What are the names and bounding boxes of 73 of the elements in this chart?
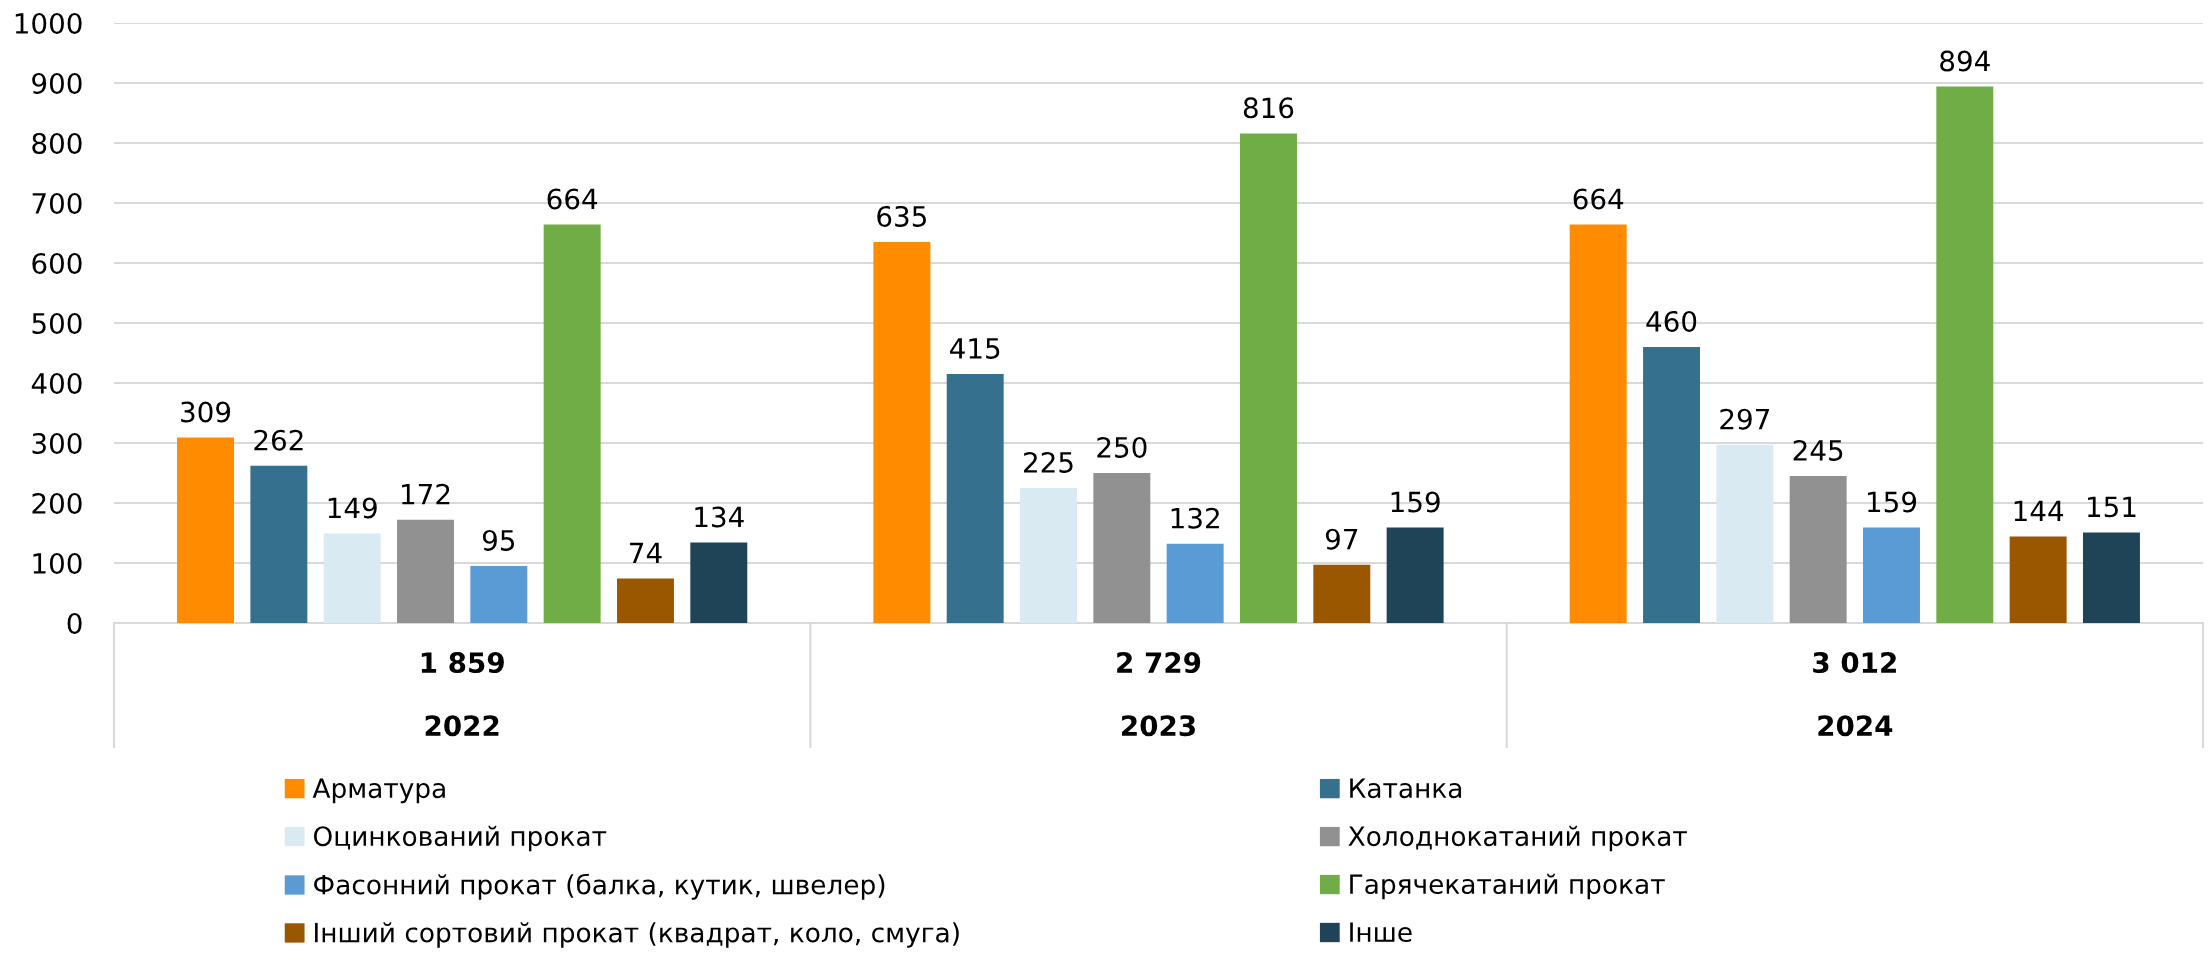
bar xyxy=(873,242,931,623)
legend-label: Холоднокатаний прокат xyxy=(1348,825,1687,852)
bar xyxy=(1716,444,1774,623)
x-tick-label: 2024 xyxy=(1818,715,1893,737)
data-label: 297 xyxy=(1720,408,1769,430)
y-tick-label: 400 xyxy=(31,372,82,394)
bar xyxy=(470,566,528,623)
data-label: 250 xyxy=(1097,436,1147,458)
data-label: 151 xyxy=(2088,496,2136,518)
data-label: 635 xyxy=(877,205,926,227)
legend-label: Інший сортовий прокат (квадрат, коло, смуга) xyxy=(315,922,959,948)
bar xyxy=(323,533,381,623)
data-label: 664 xyxy=(547,188,598,210)
bar xyxy=(397,519,454,623)
data-label: 460 xyxy=(1646,310,1697,332)
data-label: 262 xyxy=(254,429,303,451)
bar xyxy=(1386,527,1444,623)
bar xyxy=(617,578,674,623)
legend-label: Катанка xyxy=(1350,778,1462,799)
y-tick-label: 0 xyxy=(67,612,82,634)
x-tick-label: 2023 xyxy=(1122,715,1195,737)
legend-label: Інше xyxy=(1350,922,1412,943)
bar xyxy=(1789,476,1847,623)
data-label: 172 xyxy=(402,483,450,505)
y-tick-label: 500 xyxy=(32,312,82,334)
data-label: 159 xyxy=(1391,491,1440,513)
bar xyxy=(2082,532,2140,623)
data-label: 309 xyxy=(181,401,231,423)
data-label: 816 xyxy=(1243,97,1294,119)
legend-label: Оцинкований прокат xyxy=(313,825,607,852)
y-tick-label: 100 xyxy=(33,552,82,574)
total-label: 1 859 xyxy=(421,652,504,674)
bar xyxy=(1569,224,1627,623)
legend-label: Гарячекатаний прокат xyxy=(1350,873,1665,900)
data-label: 225 xyxy=(1024,451,1073,473)
legend-label: Фасонний прокат (балка, кутик, швелер) xyxy=(314,873,885,900)
total-label: 3 012 xyxy=(1813,652,1896,674)
bar xyxy=(250,465,308,623)
data-label: 95 xyxy=(482,529,515,551)
bar xyxy=(1093,473,1151,623)
y-tick-label: 1000 xyxy=(15,12,82,34)
data-label: 97 xyxy=(1325,528,1358,550)
legend-label: Арматура xyxy=(312,778,445,804)
data-label: 159 xyxy=(1868,491,1917,513)
bar xyxy=(177,437,235,623)
data-label: 74 xyxy=(630,542,662,564)
bar xyxy=(1166,543,1224,623)
bar xyxy=(2009,536,2067,623)
x-tick-label: 2022 xyxy=(425,715,499,737)
data-label: 245 xyxy=(1793,439,1843,461)
data-label: 132 xyxy=(1171,507,1219,529)
total-label: 2 729 xyxy=(1117,652,1201,674)
data-label: 144 xyxy=(2014,500,2064,522)
bar xyxy=(690,542,748,623)
data-label: 664 xyxy=(1573,188,1624,210)
bar xyxy=(1240,133,1297,623)
data-label: 415 xyxy=(950,338,1000,359)
bar xyxy=(1863,527,1920,623)
data-label: 134 xyxy=(695,506,744,528)
bar xyxy=(543,224,601,623)
bar xyxy=(1936,86,1994,623)
y-tick-label: 300 xyxy=(32,432,82,454)
data-label: 149 xyxy=(328,497,377,519)
y-tick-label: 600 xyxy=(32,252,82,274)
bar xyxy=(1643,347,1700,623)
bar xyxy=(946,374,1004,623)
bar xyxy=(1020,488,1077,623)
y-tick-label: 900 xyxy=(32,72,82,94)
data-label: 894 xyxy=(1940,50,1990,72)
y-tick-label: 700 xyxy=(32,192,82,214)
y-tick-label: 200 xyxy=(32,492,82,514)
bar xyxy=(1313,564,1371,623)
y-tick-label: 800 xyxy=(32,132,82,154)
